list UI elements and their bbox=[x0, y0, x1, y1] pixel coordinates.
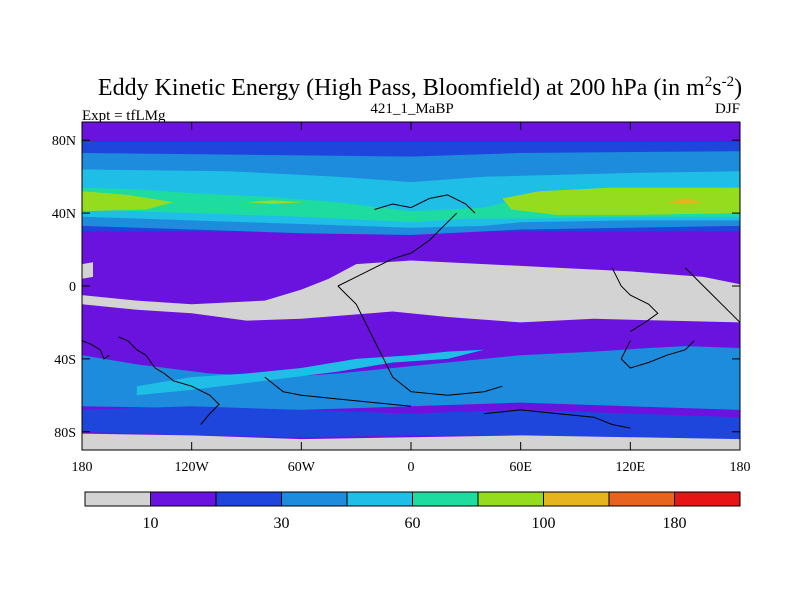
coastline-8 bbox=[684, 267, 740, 323]
colorbar-label-1: 30 bbox=[274, 515, 290, 532]
coastline-6 bbox=[620, 340, 695, 369]
y-tick-label-4: 80S bbox=[54, 426, 76, 441]
subtitle-right: DJF bbox=[715, 101, 740, 117]
coastline-7 bbox=[611, 267, 659, 333]
contour-fill-layer bbox=[82, 122, 740, 450]
colorbar-box-9 bbox=[674, 491, 741, 507]
y-tick-label-1: 40N bbox=[52, 207, 76, 222]
colorbar-label-2: 60 bbox=[405, 515, 421, 532]
colorbar-box-4 bbox=[346, 491, 413, 507]
colorbar-label-4: 180 bbox=[663, 515, 687, 532]
contour-band-6 bbox=[502, 187, 740, 215]
contour-band-11 bbox=[82, 346, 740, 410]
colorbar-box-2 bbox=[215, 491, 282, 507]
x-tick-label-5: 120E bbox=[616, 460, 646, 475]
coastline-9 bbox=[264, 376, 412, 407]
colorbar: 10 30 60 100 180 bbox=[84, 491, 741, 532]
contour-band-7 bbox=[246, 200, 302, 204]
colorbar-box-3 bbox=[281, 491, 348, 507]
y-tick-label-0: 80N bbox=[52, 134, 76, 149]
subtitle-center: 421_1_MaBP bbox=[370, 101, 453, 117]
coastline-layer bbox=[82, 194, 740, 429]
x-tick-label-6: 180 bbox=[730, 460, 751, 475]
coastline-2 bbox=[374, 194, 476, 214]
chart-title: Eddy Kinetic Energy (High Pass, Bloomfie… bbox=[98, 74, 742, 101]
x-tick-label-1: 120W bbox=[175, 460, 210, 475]
contour-band-12 bbox=[136, 349, 485, 396]
coastline-5 bbox=[484, 409, 631, 429]
contour-band-13 bbox=[82, 406, 740, 440]
contour-band-5 bbox=[82, 191, 174, 212]
coastline-4 bbox=[337, 212, 458, 287]
y-tick-label-3: 40S bbox=[54, 353, 76, 368]
contour-band-10 bbox=[82, 260, 740, 323]
colorbar-label-0: 10 bbox=[143, 515, 159, 532]
x-tick-label-0: 180 bbox=[72, 460, 93, 475]
coastline-0 bbox=[82, 340, 110, 360]
contour-band-9 bbox=[82, 262, 93, 279]
colorbar-box-5 bbox=[412, 491, 479, 507]
coastline-3 bbox=[337, 285, 503, 396]
colorbar-label-3: 100 bbox=[532, 515, 556, 532]
colorbar-box-6 bbox=[477, 491, 544, 507]
x-tick-label-3: 0 bbox=[408, 460, 415, 475]
contour-band-8 bbox=[666, 198, 704, 204]
colorbar-box-8 bbox=[608, 491, 675, 507]
y-tick-label-2: 0 bbox=[69, 280, 76, 295]
subtitle-left: Expt = tfLMg bbox=[82, 108, 166, 124]
colorbar-box-7 bbox=[543, 491, 610, 507]
coastline-1 bbox=[118, 336, 220, 425]
contour-band-14 bbox=[82, 433, 740, 450]
x-tick-label-4: 60E bbox=[509, 460, 532, 475]
x-tick-label-2: 60W bbox=[288, 460, 316, 475]
colorbar-box-1 bbox=[150, 491, 217, 507]
axes-layer: 180 120W 60W 0 60E 120E 180 80N 40N 0 40S 80S bbox=[52, 122, 751, 475]
colorbar-box-0 bbox=[84, 491, 151, 507]
